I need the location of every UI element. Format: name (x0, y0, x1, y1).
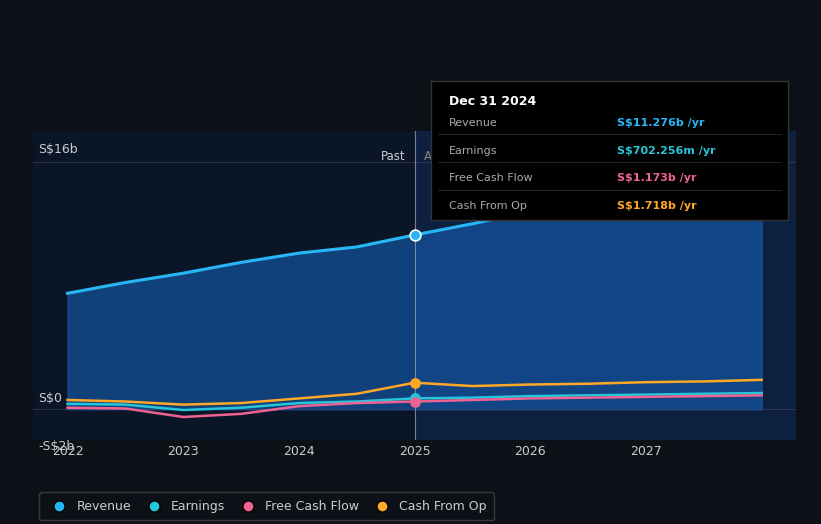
Point (408, 397, 421, 406)
Point (408, 378, 421, 387)
Text: Earnings: Earnings (449, 146, 498, 156)
Point (408, 394, 421, 402)
Text: Revenue: Revenue (449, 118, 498, 128)
Text: S$16b: S$16b (39, 143, 78, 156)
Text: S$702.256m /yr: S$702.256m /yr (617, 146, 715, 156)
Text: Dec 31 2024: Dec 31 2024 (449, 95, 536, 108)
Bar (415, 131, 796, 440)
Point (408, 231, 421, 239)
Bar (33, 131, 415, 440)
Text: Past: Past (381, 149, 406, 162)
Text: S$1.173b /yr: S$1.173b /yr (617, 173, 696, 183)
Text: Analysts Forecasts: Analysts Forecasts (424, 149, 534, 162)
Text: Cash From Op: Cash From Op (449, 201, 527, 211)
Text: S$0: S$0 (39, 391, 62, 405)
Text: S$11.276b /yr: S$11.276b /yr (617, 118, 704, 128)
Legend: Revenue, Earnings, Free Cash Flow, Cash From Op: Revenue, Earnings, Free Cash Flow, Cash … (39, 493, 494, 520)
Text: -S$2b: -S$2b (39, 440, 75, 453)
Text: S$1.718b /yr: S$1.718b /yr (617, 201, 696, 211)
Text: Free Cash Flow: Free Cash Flow (449, 173, 533, 183)
